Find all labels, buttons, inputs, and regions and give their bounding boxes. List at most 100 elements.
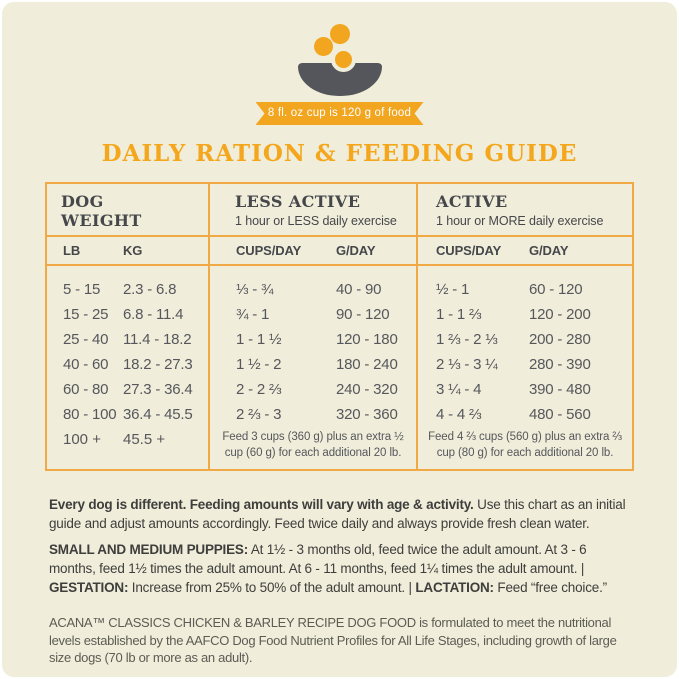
- table-row: 1 ⅔ - 2 ⅓ 200 - 280: [418, 327, 632, 352]
- table-row: 60 - 80 27.3 - 36.4: [47, 377, 208, 402]
- cell-cups: 2 - 2 ⅔: [236, 381, 282, 398]
- cell-lb: 60 - 80: [63, 381, 109, 398]
- table-row: 40 - 60 18.2 - 27.3: [47, 352, 208, 377]
- less-active-subheader: CUPS/DAY G/DAY: [210, 235, 416, 266]
- table-row-extra: Feed 4 ⅔ cups (560 g) plus an extra ⅔ cu…: [418, 427, 632, 469]
- cell-gday: 240 - 320: [336, 381, 398, 398]
- active-extra-note: Feed 4 ⅔ cups (560 g) plus an extra ⅔ cu…: [428, 431, 622, 459]
- table-row: 1 ½ - 2 180 - 240: [210, 352, 416, 377]
- cell-kg: 45.5 +: [123, 431, 166, 448]
- col-header-gday: G/DAY: [529, 243, 569, 258]
- cell-gday: 320 - 360: [336, 406, 398, 423]
- food-bowl-icon: [280, 24, 400, 96]
- feeding-table: DOG WEIGHT LB KG 5 - 15 2.3 - 6.8 15 - 2…: [45, 182, 634, 471]
- table-row: 15 - 25 6.8 - 11.4: [47, 302, 208, 327]
- page-title: DAILY RATION & FEEDING GUIDE: [101, 140, 578, 167]
- cell-kg: 36.4 - 45.5: [123, 406, 193, 423]
- cell-gday: 120 - 180: [336, 331, 398, 348]
- cell-gday: 60 - 120: [529, 281, 583, 298]
- cell-lb: 15 - 25: [63, 306, 109, 323]
- table-row: 4 - 4 ⅔ 480 - 560: [418, 402, 632, 427]
- table-row-extra: Feed 3 cups (360 g) plus an extra ½ cup …: [210, 427, 416, 469]
- active-subtitle: 1 hour or MORE daily exercise: [436, 214, 604, 228]
- cell-cups: 1 - 1 ½: [236, 331, 282, 348]
- col-header-cups: CUPS/DAY: [236, 243, 302, 258]
- column-less-active: LESS ACTIVE 1 hour or LESS daily exercis…: [208, 184, 416, 469]
- cell-cups: 4 - 4 ⅔: [436, 406, 482, 423]
- cell-lb: 40 - 60: [63, 356, 109, 373]
- gestation-text: Increase from 25% to 50% of the adult am…: [128, 580, 416, 595]
- cell-cups: 3 ¼ - 4: [436, 381, 482, 398]
- active-header: ACTIVE 1 hour or MORE daily exercise: [418, 184, 632, 235]
- cup-measure-label: 8 fl. oz cup is 120 g of food: [267, 107, 412, 119]
- lactation-label: LACTATION:: [415, 580, 494, 595]
- cell-gday: 280 - 390: [529, 356, 591, 373]
- table-row: ⅓ - ¾ 40 - 90: [210, 277, 416, 302]
- kibble-dot-icon: [313, 37, 333, 56]
- column-dog-weight: DOG WEIGHT LB KG 5 - 15 2.3 - 6.8 15 - 2…: [47, 184, 208, 469]
- cell-gday: 200 - 280: [529, 331, 591, 348]
- cell-cups: 1 ½ - 2: [236, 356, 282, 373]
- dog-weight-subheader: LB KG: [47, 235, 208, 266]
- cell-kg: 2.3 - 6.8: [123, 281, 177, 298]
- cell-lb: 100 +: [63, 431, 101, 448]
- cell-gday: 180 - 240: [336, 356, 398, 373]
- table-row: 2 ⅔ - 3 320 - 360: [210, 402, 416, 427]
- table-row-extra: 100 + 45.5 +: [47, 427, 208, 469]
- table-row: 1 - 1 ⅔ 120 - 200: [418, 302, 632, 327]
- col-header-gday: G/DAY: [336, 243, 376, 258]
- cup-measure-ribbon: 8 fl. oz cup is 120 g of food: [256, 102, 424, 125]
- table-row: 3 ¼ - 4 390 - 480: [418, 377, 632, 402]
- less-active-subtitle: 1 hour or LESS daily exercise: [235, 214, 397, 228]
- cell-lb: 5 - 15: [63, 281, 101, 298]
- col-header-kg: KG: [123, 243, 143, 258]
- less-active-extra-note: Feed 3 cups (360 g) plus an extra ½ cup …: [222, 431, 404, 459]
- column-active: ACTIVE 1 hour or MORE daily exercise CUP…: [416, 184, 632, 469]
- kibble-dot-icon: [330, 47, 356, 72]
- cell-gday: 90 - 120: [336, 306, 390, 323]
- less-active-rows: ⅓ - ¾ 40 - 90 ¾ - 1 90 - 120 1 - 1 ½ 120…: [210, 266, 416, 469]
- active-subheader: CUPS/DAY G/DAY: [418, 235, 632, 266]
- table-row: 5 - 15 2.3 - 6.8: [47, 277, 208, 302]
- note-general-bold: Every dog is different. Feeding amounts …: [49, 497, 474, 512]
- cell-cups: 2 ⅓ - 3 ¼: [436, 356, 498, 373]
- cell-kg: 18.2 - 27.3: [123, 356, 193, 373]
- table-row: 1 - 1 ½ 120 - 180: [210, 327, 416, 352]
- dog-weight-title: DOG WEIGHT: [61, 192, 142, 230]
- table-row: 2 - 2 ⅔ 240 - 320: [210, 377, 416, 402]
- gestation-label: GESTATION:: [49, 580, 129, 595]
- cell-gday: 390 - 480: [529, 381, 591, 398]
- cell-kg: 27.3 - 36.4: [123, 381, 193, 398]
- cell-lb: 25 - 40: [63, 331, 109, 348]
- cell-lb: 80 - 100: [63, 406, 117, 423]
- col-header-lb: LB: [63, 243, 81, 258]
- cell-gday: 40 - 90: [336, 281, 382, 298]
- cell-cups: 1 - 1 ⅔: [436, 306, 482, 323]
- note-general-text: Use this chart as an initial guide and a…: [49, 497, 626, 531]
- cell-cups: ½ - 1: [436, 281, 470, 298]
- active-rows: ½ - 1 60 - 120 1 - 1 ⅔ 120 - 200 1 ⅔ - 2…: [418, 266, 632, 469]
- lactation-text: Feed “free choice.”: [493, 580, 607, 595]
- cell-cups: ¾ - 1: [236, 306, 270, 323]
- note-general: Every dog is different. Feeding amounts …: [49, 495, 633, 533]
- table-row: ¾ - 1 90 - 120: [210, 302, 416, 327]
- cell-kg: 6.8 - 11.4: [123, 306, 184, 323]
- table-row: 25 - 40 11.4 - 18.2: [47, 327, 208, 352]
- kibble-dot-icon: [329, 24, 350, 44]
- footnotes: Every dog is different. Feeding amounts …: [49, 495, 633, 667]
- cell-cups: ⅓ - ¾: [236, 281, 274, 298]
- aafco-statement: ACANA™ CLASSICS CHICKEN & BARLEY RECIPE …: [49, 615, 617, 665]
- cell-gday: 480 - 560: [529, 406, 591, 423]
- less-active-header: LESS ACTIVE 1 hour or LESS daily exercis…: [210, 184, 416, 235]
- col-header-cups: CUPS/DAY: [436, 243, 502, 258]
- cell-gday: 120 - 200: [529, 306, 591, 323]
- dog-weight-header: DOG WEIGHT: [47, 184, 208, 235]
- less-active-title: LESS ACTIVE: [235, 192, 361, 211]
- table-row: 2 ⅓ - 3 ¼ 280 - 390: [418, 352, 632, 377]
- note-life-stages: SMALL AND MEDIUM PUPPIES: At 1½ - 3 mont…: [49, 540, 633, 597]
- active-title: ACTIVE: [436, 192, 508, 211]
- puppies-label: SMALL AND MEDIUM PUPPIES:: [49, 542, 249, 557]
- dog-weight-rows: 5 - 15 2.3 - 6.8 15 - 25 6.8 - 11.4 25 -…: [47, 266, 208, 469]
- puppies-text: At 1½ - 3 months old, feed twice the adu…: [49, 542, 587, 576]
